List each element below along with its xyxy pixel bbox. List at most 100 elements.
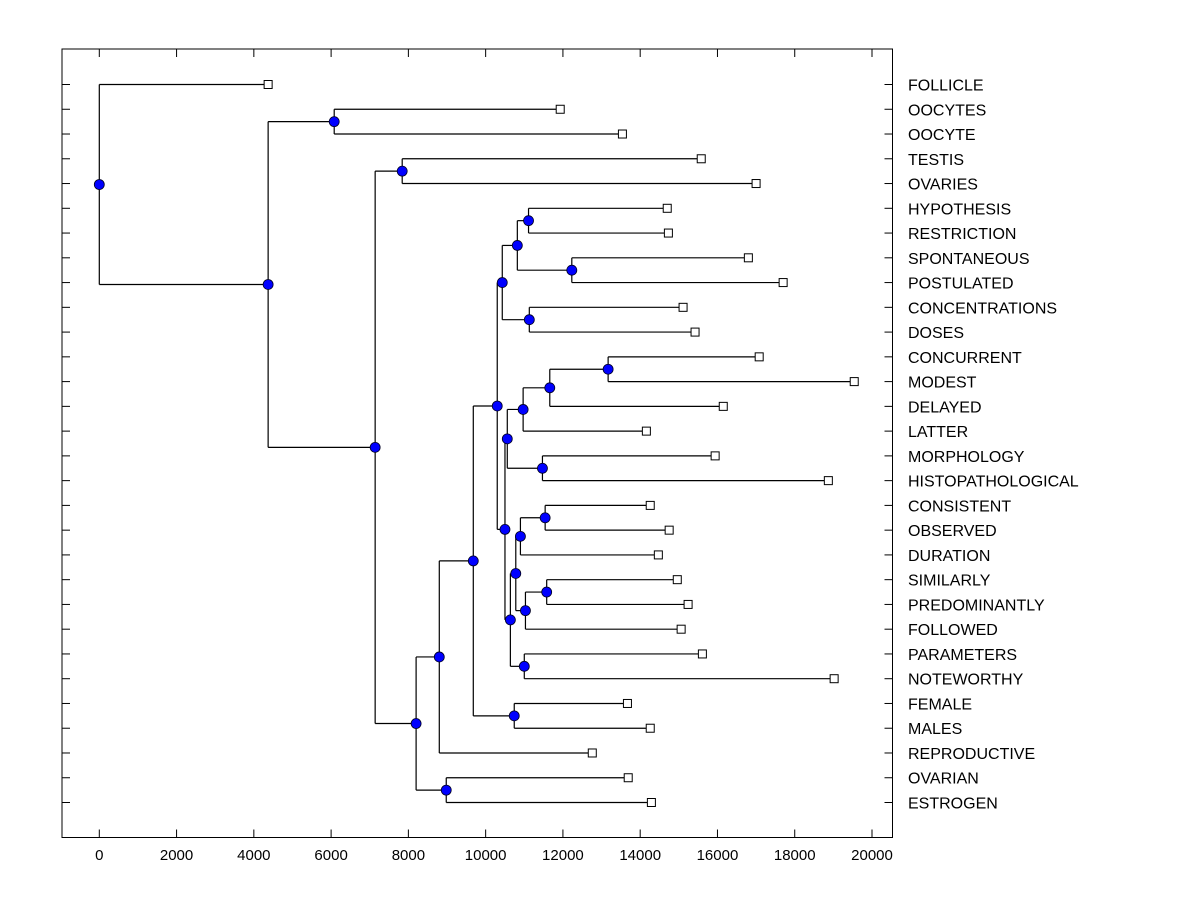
- leaf-marker: [645, 723, 655, 733]
- leaf-marker: [672, 575, 682, 585]
- leaf-marker: [622, 698, 632, 708]
- leaf-label: MODEST: [908, 375, 977, 392]
- leaf-label: MORPHOLOGY: [908, 449, 1025, 466]
- leaf-marker: [263, 80, 273, 89]
- leaf-marker: [697, 649, 707, 659]
- internal-node-marker: [93, 179, 105, 190]
- internal-node-marker: [440, 784, 452, 796]
- leaf-label: CONSISTENT: [908, 498, 1011, 515]
- leaf-marker: [829, 674, 839, 684]
- internal-node-marker: [491, 400, 503, 412]
- leaf-markers: [263, 80, 859, 807]
- internal-node-marker: [396, 165, 408, 177]
- x-tick-label: 16000: [697, 847, 739, 864]
- leaf-marker: [743, 253, 753, 263]
- internal-node-marker: [467, 555, 479, 567]
- leaf-marker: [646, 798, 656, 807]
- internal-node-marker: [510, 568, 522, 579]
- internal-node-marker: [511, 240, 523, 251]
- x-tick-label: 2000: [160, 847, 193, 864]
- x-tick-label: 20000: [851, 847, 893, 864]
- internal-node-marker: [602, 363, 614, 375]
- internal-node-marker: [501, 433, 513, 445]
- x-tick-label: 10000: [465, 847, 507, 864]
- leaf-label: CONCENTRATIONS: [908, 300, 1057, 317]
- leaf-label: HYPOTHESIS: [908, 201, 1011, 218]
- internal-node-marker: [328, 116, 340, 128]
- leaf-marker: [710, 451, 720, 461]
- leaf-marker: [641, 426, 651, 436]
- x-tick-label: 12000: [542, 847, 584, 864]
- leaf-marker: [587, 748, 597, 758]
- leaf-marker: [849, 377, 859, 387]
- leaf-label: FOLLICLE: [908, 78, 984, 95]
- leaf-marker: [664, 525, 674, 535]
- internal-node-marker: [518, 660, 530, 672]
- internal-node-marker: [504, 614, 516, 626]
- leaf-marker: [617, 129, 627, 139]
- leaf-marker: [778, 278, 788, 288]
- leaf-label: MALES: [908, 721, 962, 738]
- x-tick-label: 18000: [774, 847, 816, 864]
- leaf-label: OOCYTES: [908, 102, 986, 119]
- leaf-label: ESTROGEN: [908, 796, 998, 813]
- internal-node-marker: [496, 277, 508, 288]
- leaf-label: SPONTANEOUS: [908, 251, 1030, 268]
- leaf-marker: [662, 203, 672, 213]
- internal-node-marker: [520, 605, 531, 617]
- leaf-marker: [823, 476, 833, 486]
- leaf-label: HISTOPATHOLOGICAL: [908, 474, 1079, 491]
- leaf-marker: [663, 228, 673, 238]
- leaf-label: LATTER: [908, 424, 968, 441]
- internal-node-marker: [508, 710, 520, 722]
- leaf-marker: [676, 624, 686, 634]
- internal-node-marker: [537, 462, 548, 474]
- leaf-marker: [645, 500, 655, 510]
- internal-node-marker: [410, 718, 422, 729]
- leaf-label: PARAMETERS: [908, 647, 1017, 664]
- leaf-marker: [696, 154, 706, 164]
- leaf-marker: [678, 302, 688, 312]
- x-tick-label: 6000: [314, 847, 347, 864]
- leaf-label: DELAYED: [908, 399, 982, 416]
- leaf-label: POSTULATED: [908, 276, 1014, 293]
- leaf-marker: [751, 179, 761, 189]
- leaf-label: OBSERVED: [908, 523, 997, 540]
- internal-node-marker: [539, 512, 551, 524]
- internal-node-marker: [515, 530, 526, 542]
- internal-node-marker: [262, 279, 274, 290]
- leaf-label: FOLLOWED: [908, 622, 998, 639]
- leaf-label: OVARIES: [908, 177, 978, 194]
- tree-links: [98, 83, 855, 804]
- internal-node-marker: [517, 404, 529, 415]
- internal-node-marker: [541, 586, 553, 598]
- x-tick-label: 14000: [619, 847, 661, 864]
- internal-node-marker: [544, 382, 556, 394]
- internal-node-marker: [566, 264, 578, 276]
- leaf-marker: [754, 352, 764, 362]
- leaf-marker: [623, 773, 633, 783]
- plot-frame: [61, 48, 893, 838]
- internal-node-marker: [499, 523, 511, 535]
- x-tick-labels: 0 2000 4000 6000 8000 10000 12000 14000 16000 180…: [95, 847, 893, 864]
- leaf-label: NOTEWORTHY: [908, 672, 1024, 689]
- internal-node-marker: [523, 215, 534, 227]
- axis-ticks: [62, 49, 893, 838]
- x-tick-label: 4000: [237, 847, 270, 864]
- internal-node-marker: [523, 314, 535, 326]
- leaf-marker: [683, 599, 693, 609]
- leaf-label: OOCYTE: [908, 127, 976, 144]
- leaf-marker: [718, 401, 728, 411]
- internal-node-marker: [433, 651, 445, 663]
- leaf-marker: [690, 327, 700, 337]
- leaf-label: DOSES: [908, 325, 964, 342]
- leaf-label: FEMALE: [908, 696, 972, 713]
- leaf-label: CONCURRENT: [908, 350, 1022, 367]
- leaf-label: OVARIAN: [908, 771, 979, 788]
- x-tick-label: 0: [95, 847, 103, 864]
- leaf-label: DURATION: [908, 548, 990, 565]
- leaf-label: PREDOMINANTLY: [908, 597, 1045, 614]
- leaf-label: RESTRICTION: [908, 226, 1016, 243]
- internal-node-marker: [369, 441, 381, 453]
